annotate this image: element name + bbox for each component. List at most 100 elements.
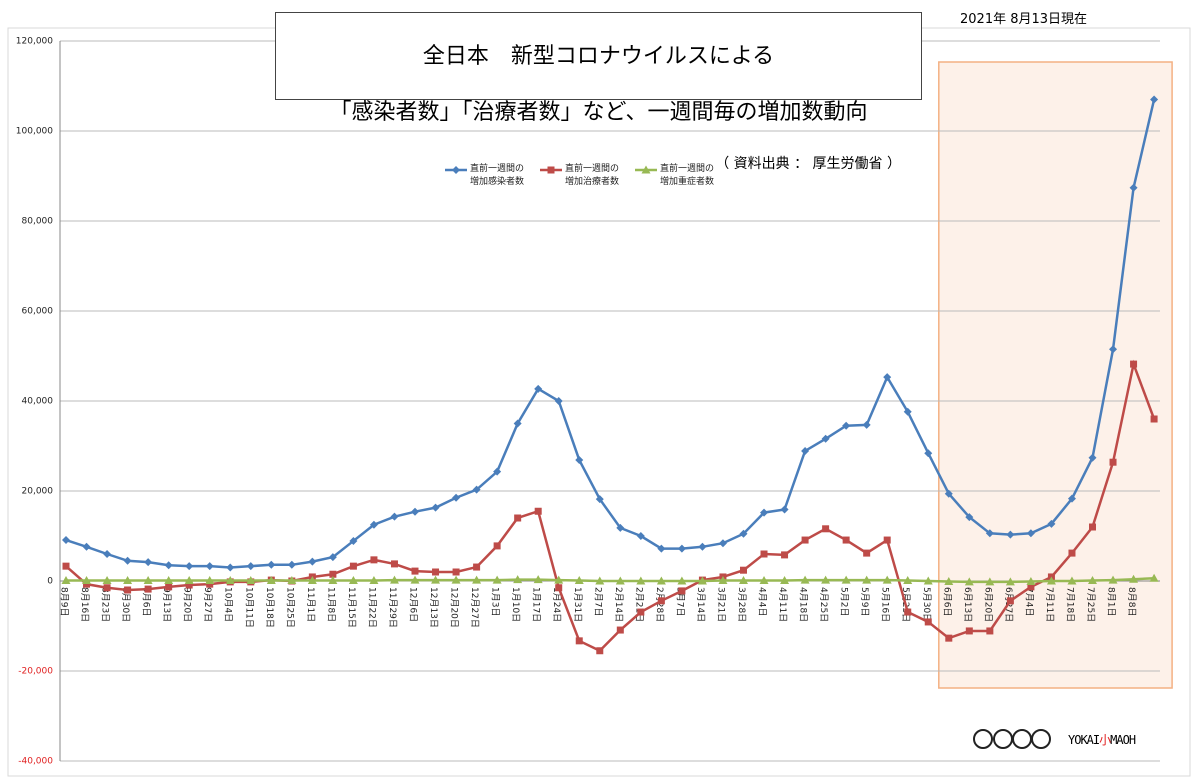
marker: [1150, 415, 1158, 423]
marker: [514, 514, 522, 522]
marker: [882, 575, 892, 584]
marker: [123, 576, 133, 585]
marker: [410, 575, 420, 584]
y-tick-label: 80,000: [22, 217, 54, 227]
x-tick-label: 8月9日: [59, 587, 70, 616]
title-box: 全日本 新型コロナウイルスによる 「感染者数」「治療者数」など、一週間毎の増加数…: [275, 12, 922, 172]
x-tick-label: 9月13日: [161, 587, 172, 622]
marker: [1067, 576, 1077, 585]
marker: [287, 560, 296, 569]
marker: [533, 575, 543, 584]
marker: [575, 455, 584, 464]
y-tick-label: 40,000: [22, 397, 54, 407]
marker: [534, 384, 543, 393]
x-tick-label: 5月30日: [921, 587, 932, 622]
marker: [349, 562, 357, 570]
marker: [144, 558, 153, 567]
marker: [246, 576, 256, 585]
y-tick-label: 0: [47, 577, 53, 587]
x-tick-label: 11月15日: [346, 587, 357, 628]
x-tick-label: 7月25日: [1085, 587, 1096, 622]
marker: [636, 532, 645, 540]
marker: [369, 576, 379, 585]
marker: [165, 583, 173, 591]
cc-icons: [973, 729, 1051, 749]
marker: [555, 584, 563, 592]
marker: [657, 544, 666, 553]
marker: [82, 542, 91, 551]
x-tick-label: 7月4日: [1023, 587, 1034, 616]
marker: [513, 575, 523, 584]
marker: [641, 165, 651, 174]
marker: [185, 562, 194, 571]
x-tick-label: 8月16日: [79, 587, 90, 622]
legend-label: 直前一週間の 増加治療者数: [565, 164, 620, 187]
marker: [307, 576, 317, 585]
marker: [863, 549, 871, 557]
x-tick-label: 6月13日: [962, 587, 973, 622]
marker: [1027, 583, 1035, 591]
marker: [616, 523, 625, 532]
marker: [1005, 577, 1015, 586]
marker: [698, 542, 707, 551]
marker: [225, 576, 235, 585]
marker: [205, 576, 215, 585]
title-line: 全日本 新型コロナウイルスによる: [422, 44, 775, 69]
x-tick-label: 1月24日: [551, 587, 562, 622]
marker: [862, 575, 872, 584]
y-tick-label: 60,000: [22, 307, 54, 317]
marker: [390, 512, 399, 521]
x-tick-label: 8月8日: [1126, 587, 1137, 616]
marker: [554, 575, 564, 584]
marker: [492, 575, 502, 584]
marker: [1109, 458, 1117, 466]
x-tick-label: 8月1日: [1106, 587, 1117, 616]
marker: [513, 419, 522, 428]
credit-part: YOKAI: [1068, 733, 1100, 747]
x-tick-label: 1月10日: [510, 587, 521, 622]
series-line: [66, 577, 1155, 584]
source: （ 資料出典 ： 厚生労働省 ）: [715, 156, 901, 172]
marker: [1026, 529, 1035, 538]
marker: [718, 576, 728, 585]
x-tick-label: 10月18日: [264, 587, 275, 628]
x-tick-label: 9月20日: [182, 587, 193, 622]
marker: [637, 608, 645, 616]
marker: [986, 627, 994, 635]
marker: [677, 544, 686, 553]
marker: [82, 576, 92, 585]
x-tick-label: 4月18日: [798, 587, 809, 622]
marker: [1129, 574, 1139, 583]
marker: [965, 627, 973, 635]
credit-part: 小: [1099, 733, 1111, 747]
marker: [329, 570, 337, 578]
marker: [841, 575, 851, 584]
marker: [760, 508, 769, 517]
x-tick-label: 9月6日: [141, 587, 152, 616]
x-tick-label: 5月2日: [839, 587, 850, 616]
marker: [636, 576, 646, 585]
marker: [821, 434, 830, 443]
marker: [842, 421, 851, 430]
x-tick-label: 7月11日: [1044, 587, 1055, 622]
marker: [883, 373, 892, 382]
marker: [554, 397, 563, 405]
marker: [964, 577, 974, 586]
y-tick-label: 120,000: [16, 37, 53, 47]
marker: [780, 576, 790, 585]
legend-label: 直前一週間の 増加感染者数: [470, 164, 525, 187]
marker: [985, 529, 994, 538]
marker: [185, 581, 193, 589]
marker: [965, 513, 974, 522]
y-tick-label: 20,000: [22, 487, 54, 497]
x-tick-label: 12月20日: [449, 587, 460, 628]
marker: [1130, 360, 1138, 368]
marker: [822, 525, 830, 533]
marker: [266, 576, 276, 585]
marker: [1047, 519, 1056, 528]
x-tick-label: 12月13日: [428, 587, 439, 628]
marker: [411, 507, 420, 516]
marker: [657, 597, 665, 605]
marker: [574, 576, 584, 585]
marker: [432, 568, 440, 576]
